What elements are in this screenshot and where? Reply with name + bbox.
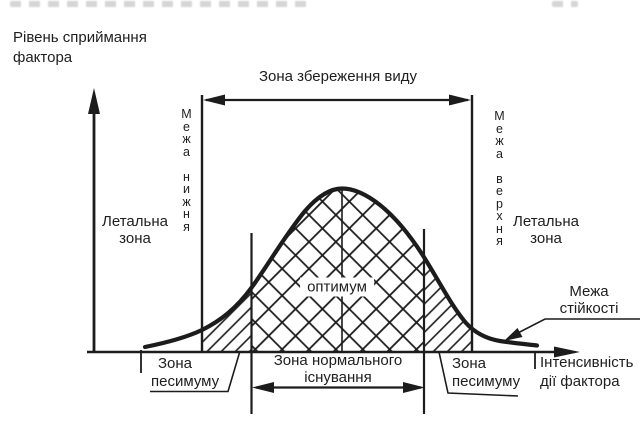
lethal-zone-left-label: Летальна зона [102,213,168,247]
pessimum-right-callout [438,351,519,397]
y-axis-label: Рівень сприймання фактора [13,29,147,66]
lethal-zone-right-label: Летальна зона [513,213,579,247]
pessimum-right-label: Зона песимуму [452,355,521,390]
y-axis-arrow-icon [88,88,100,114]
resistance-limit-label: Межа стійкості [559,283,619,317]
y-axis [88,88,100,352]
pessimum-left-callout [150,350,241,393]
lower-limit-label: М е ж а н и ж н я [181,107,192,234]
x-axis [87,346,580,358]
resistance-limit-leader [504,318,640,341]
hatch-normal-zone [252,188,424,352]
preservation-zone-label: Зона збереження виду [258,68,418,85]
preservation-zone-arrow [203,94,471,106]
x-axis-arrow-icon [554,346,580,358]
cropped-text-remnant [10,1,310,7]
x-axis-label: Інтенсивність дії фактора [540,354,634,390]
bell-curve [142,186,540,350]
cropped-text-remnant [552,1,578,7]
optimum-label: оптимум [300,277,374,297]
normal-zone-label: Зона нормального існування [273,352,403,386]
upper-limit-label: М е ж а в е р х н я [494,109,505,248]
normal-zone-arrow [252,382,425,393]
pessimum-left-label: Зона песимуму [151,355,220,390]
